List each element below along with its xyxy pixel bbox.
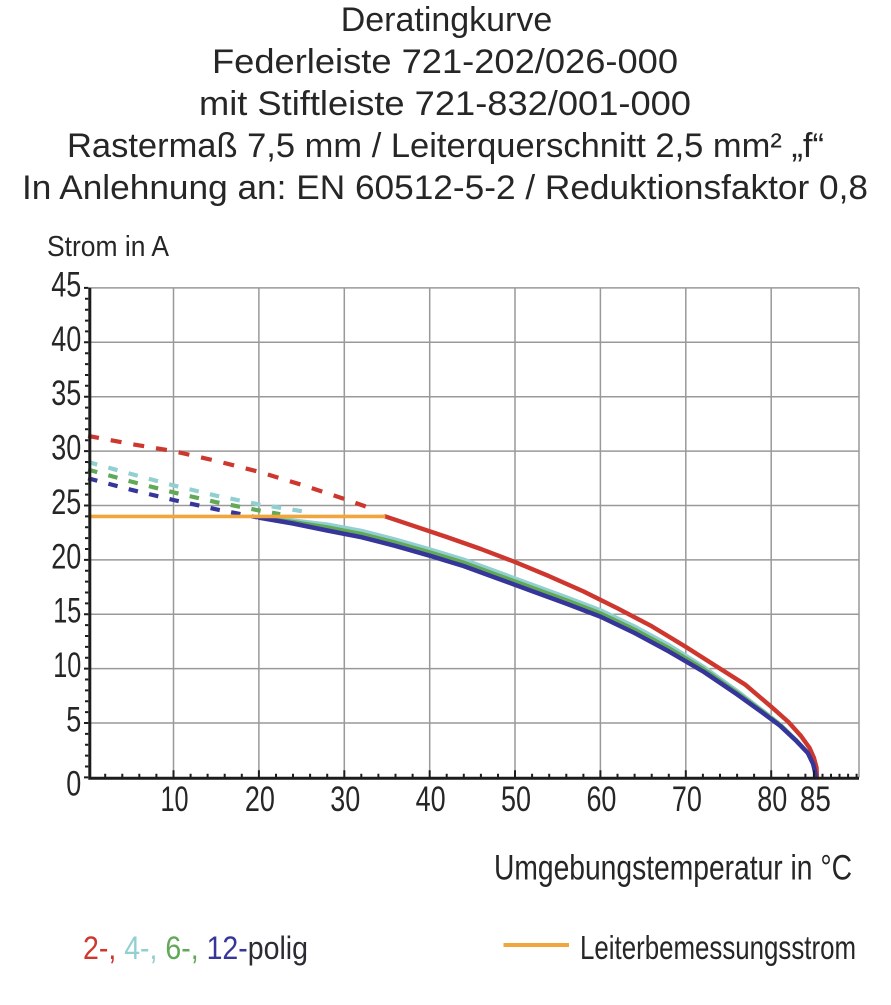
svg-text:25: 25	[51, 483, 81, 522]
svg-text:50: 50	[501, 780, 531, 819]
svg-text:70: 70	[672, 780, 702, 819]
svg-text:Federleiste 721-202/026-000: Federleiste 721-202/026-000	[212, 43, 678, 81]
svg-text:80: 80	[757, 780, 787, 819]
svg-text:35: 35	[51, 374, 81, 413]
svg-text:0: 0	[66, 765, 81, 804]
svg-text:10: 10	[53, 646, 81, 685]
svg-text:40: 40	[416, 780, 446, 819]
svg-text:45: 45	[51, 265, 81, 304]
svg-text:Rastermaß 7,5 mm / Leiterquers: Rastermaß 7,5 mm / Leiterquerschnitt 2,5…	[67, 127, 824, 165]
svg-text:Strom in A: Strom in A	[47, 231, 170, 263]
svg-text:In Anlehnung an: EN 60512-5-2: In Anlehnung an: EN 60512-5-2 / Reduktio…	[22, 169, 868, 207]
svg-text:Umgebungstemperatur in °C: Umgebungstemperatur in °C	[494, 849, 852, 888]
svg-text:30: 30	[51, 429, 81, 468]
svg-text:20: 20	[245, 780, 275, 819]
svg-text:30: 30	[330, 780, 360, 819]
svg-text:20: 20	[51, 537, 81, 576]
svg-text:60: 60	[586, 780, 616, 819]
svg-text:2-, 4-, 6-, 12-polig: 2-, 4-, 6-, 12-polig	[83, 930, 308, 966]
svg-text:5: 5	[66, 701, 81, 740]
svg-text:mit Stiftleiste 721-832/001-00: mit Stiftleiste 721-832/001-000	[199, 85, 691, 123]
svg-text:85: 85	[800, 780, 831, 819]
svg-text:15: 15	[53, 592, 81, 631]
svg-text:Deratingkurve: Deratingkurve	[341, 1, 553, 39]
svg-text:10: 10	[160, 780, 188, 819]
svg-text:Leiterbemessungsstrom: Leiterbemessungsstrom	[580, 929, 856, 966]
svg-text:40: 40	[51, 320, 81, 359]
